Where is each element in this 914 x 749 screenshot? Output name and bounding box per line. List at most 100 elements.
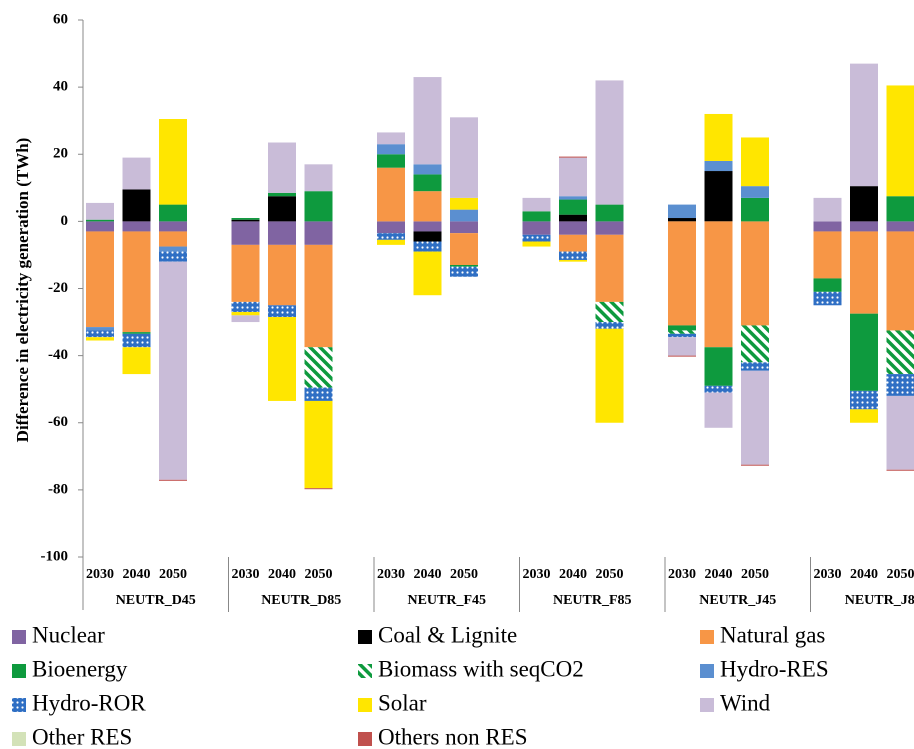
bar-segment	[413, 164, 442, 175]
bar-segment	[886, 85, 914, 197]
bar-segment	[886, 469, 914, 471]
y-tick-label: -80	[48, 481, 68, 497]
bar-segment	[741, 464, 769, 466]
bar-segment	[813, 231, 842, 279]
x-tick-label: 2040	[559, 567, 587, 582]
y-axis-label: Difference in electricity generation (TW…	[13, 138, 32, 443]
bar-segment	[886, 221, 914, 232]
bar-segment	[704, 221, 733, 348]
y-tick-label: 40	[53, 79, 68, 95]
bar-segment	[231, 219, 260, 222]
bar-segment	[86, 231, 114, 328]
bar-segment	[122, 332, 151, 334]
x-tick-label: 2050	[741, 567, 769, 582]
bar-segment	[850, 63, 878, 187]
legend-marker	[358, 664, 372, 678]
bar-segment	[704, 160, 733, 172]
bar-segment	[886, 374, 914, 396]
bar-segment	[850, 186, 878, 222]
bar-segment	[559, 221, 587, 235]
bar-segment	[850, 409, 878, 423]
bar-segment	[377, 167, 405, 222]
legend-marker	[12, 630, 26, 644]
bar-segment	[595, 80, 624, 205]
bar-segment	[595, 301, 624, 323]
bar-segment	[159, 246, 187, 252]
bar-segment	[413, 221, 442, 232]
bar-segment	[159, 221, 187, 232]
bar-segment	[304, 221, 333, 245]
bar-segment	[741, 137, 769, 187]
x-tick-label: 2040	[705, 567, 733, 582]
bar-segment	[413, 231, 442, 242]
bar-segment	[559, 259, 587, 262]
bar-segment	[813, 221, 842, 232]
bar-segment	[741, 221, 769, 326]
bar-segment	[304, 400, 333, 489]
bar-segment	[231, 301, 260, 312]
y-tick-label: -40	[48, 347, 68, 363]
bar-segment	[886, 196, 914, 222]
legend-marker	[700, 664, 714, 678]
legend-label: Hydro-ROR	[32, 690, 146, 715]
legend-marker	[700, 698, 714, 712]
y-tick-label: -20	[48, 280, 68, 296]
bar-segment	[704, 113, 733, 161]
legend-label: Natural gas	[720, 622, 825, 647]
legend-label: Wind	[720, 690, 771, 715]
bar-segment	[377, 144, 405, 155]
bar-segment	[86, 202, 114, 220]
legend-marker	[700, 630, 714, 644]
bar-segment	[559, 251, 587, 260]
legend-label: Bioenergy	[32, 656, 128, 681]
bar-segment	[268, 221, 296, 245]
bar-segment	[304, 191, 333, 222]
bar-segment	[268, 192, 296, 197]
bar-segment	[668, 355, 696, 357]
bar-segment	[813, 291, 842, 306]
bar-segment	[886, 231, 914, 331]
x-tick-label: 2040	[268, 567, 296, 582]
bar-segment	[413, 251, 442, 296]
y-tick-label: 0	[61, 213, 69, 229]
x-tick-label: 2040	[123, 567, 151, 582]
legend-label: Other RES	[32, 724, 132, 749]
legend-marker	[358, 732, 372, 746]
bar-segment	[668, 221, 696, 326]
bar-segment	[522, 234, 551, 242]
bar-segment	[450, 233, 478, 266]
bar-segment	[886, 395, 914, 470]
bar-segment	[159, 251, 187, 262]
legend-label: Hydro-RES	[720, 656, 829, 681]
bar-segment	[159, 119, 187, 205]
group-label: NEUTR_J85	[845, 593, 914, 608]
group-label: NEUTR_F45	[407, 593, 486, 608]
y-tick-label: -100	[41, 548, 69, 564]
bar-segment	[377, 239, 405, 245]
bar-segment	[741, 186, 769, 198]
bar-segment	[413, 77, 442, 165]
bar-segment	[850, 313, 878, 391]
y-tick-label: 60	[53, 11, 68, 27]
bar-segment	[304, 164, 333, 192]
bar-segment	[159, 261, 187, 480]
bar-segment	[741, 197, 769, 222]
bar-segment	[850, 231, 878, 314]
bar-segment	[159, 479, 187, 481]
bar-segment	[413, 174, 442, 192]
bar-segment	[413, 241, 442, 252]
bar-segment	[850, 390, 878, 410]
bar-segment	[377, 154, 405, 168]
x-tick-label: 2040	[850, 567, 878, 582]
bar-segment	[231, 315, 260, 323]
bar-segment	[595, 328, 624, 423]
bar-segment	[377, 233, 405, 240]
bar-segment	[231, 244, 260, 302]
bar-segment	[595, 221, 624, 235]
x-tick-label: 2050	[305, 567, 333, 582]
bar-segment	[377, 132, 405, 145]
bar-segment	[886, 330, 914, 375]
bar-segment	[704, 392, 733, 428]
